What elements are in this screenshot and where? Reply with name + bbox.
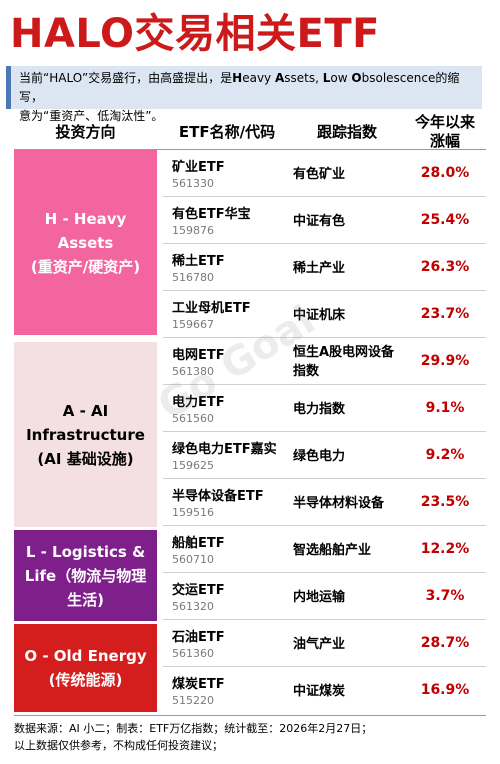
header-etf: ETF名称/代码 [178,122,276,141]
header-divider [14,149,486,150]
ytd-change: 3.7% [425,588,465,604]
etf-code: 561360 [172,647,214,660]
category-label: A - AI [62,401,109,420]
category-label: Life（物流与物理 [24,566,147,585]
tracking-index: 油气产业 [293,637,346,652]
etf-name: 石油ETF [172,630,225,645]
etf-name: 交运ETF [172,583,225,598]
tracking-index: 稀土产业 [293,261,346,276]
ytd-change: 28.0% [420,165,470,181]
category-label: (传统能源) [48,671,123,689]
etf-name: 矿业ETF [172,160,225,175]
ytd-change: 29.9% [420,353,470,369]
ytd-change: 26.3% [420,259,470,275]
etf-code: 159667 [172,318,214,331]
category-block: A - AI Infrastructure (AI 基础设施) [14,342,157,527]
header-direction: 投资方向 [55,122,116,141]
header-change: 今年以来 涨幅 [414,113,475,150]
etf-code: 561380 [172,365,214,378]
row-divider [163,290,486,291]
etf-code: 515220 [172,694,214,707]
category-label: 生活) [67,590,104,609]
intro-note: 当前“HALO”交易盛行，由高盛提出，是Heavy Assets, Low Ob… [6,66,482,123]
etf-name: 半导体设备ETF [172,489,264,504]
intro-line-1: 当前“HALO”交易盛行，由高盛提出，是Heavy Assets, Low Ob… [19,71,460,104]
row-divider [163,478,486,479]
tracking-index: 有色矿业 [293,167,346,182]
row-divider [163,431,486,432]
ytd-change: 9.2% [425,447,465,463]
intro-line-2: 意为“重资产、低淘汰性”。 [19,109,164,123]
category-block: O - Old Energy (传统能源) [14,624,157,712]
row-divider [163,337,486,338]
tracking-index: 半导体材料设备 [293,496,385,511]
etf-code: 159625 [172,459,214,472]
header-index: 跟踪指数 [316,122,377,141]
ytd-change: 9.1% [425,400,465,416]
tracking-index: 中证机床 [293,308,346,323]
footer-source: 数据来源：AI 小二；制表：ETF万亿指数；统计截至：2026年2月27日； [14,722,373,735]
category-block: L - Logistics & Life（物流与物理 生活) [14,530,157,621]
category-label: (重资产/硬资产) [30,257,141,276]
etf-name: 工业母机ETF [172,301,251,316]
ytd-change: 12.2% [420,541,470,557]
category-block: H - Heavy Assets (重资产/硬资产) [14,150,157,335]
page-title: HALO交易相关ETF [10,11,380,57]
ytd-change: 28.7% [420,635,470,651]
ytd-change: 16.9% [420,682,470,698]
etf-code: 561560 [172,412,214,425]
ytd-change: 25.4% [420,212,470,228]
etf-name: 船舶ETF [172,536,225,551]
category-label: O - Old Energy [24,647,147,665]
tracking-index: 内地运输 [293,590,346,605]
row-divider [163,243,486,244]
category-label: Infrastructure [26,425,145,444]
row-divider [163,196,486,197]
category-label: (AI 基础设施) [37,449,134,468]
row-divider [163,572,486,573]
etf-name: 绿色电力ETF嘉实 [172,442,277,457]
etf-name: 电网ETF [172,348,225,363]
tracking-index: 绿色电力 [293,449,346,464]
tracking-index: 中证煤炭 [293,684,346,699]
row-divider [163,666,486,667]
footer-disclaimer: 以上数据仅供参考，不构成任何投资建议； [14,739,223,752]
ytd-change: 23.5% [420,494,470,510]
etf-code: 560710 [172,553,214,566]
row-divider [163,384,486,385]
row-divider [163,525,486,526]
etf-code: 159876 [172,224,214,237]
tracking-index: 电力指数 [293,402,346,417]
tracking-index: 恒生A股电网设备指数 [293,345,395,379]
footer-divider [14,715,486,716]
etf-name: 有色ETF华宝 [172,207,251,222]
row-divider [163,619,486,620]
etf-code: 561330 [172,177,214,190]
etf-code: 561320 [172,600,214,613]
tracking-index: 智选船舶产业 [293,543,372,558]
category-label: L - Logistics & [25,542,146,561]
etf-name: 电力ETF [172,395,225,410]
category-label: H - Heavy Assets [44,209,127,252]
etf-name: 稀土ETF [172,254,225,269]
etf-name: 煤炭ETF [172,677,225,692]
etf-code: 159516 [172,506,214,519]
tracking-index: 中证有色 [293,214,346,229]
etf-code: 516780 [172,271,214,284]
ytd-change: 23.7% [420,306,470,322]
